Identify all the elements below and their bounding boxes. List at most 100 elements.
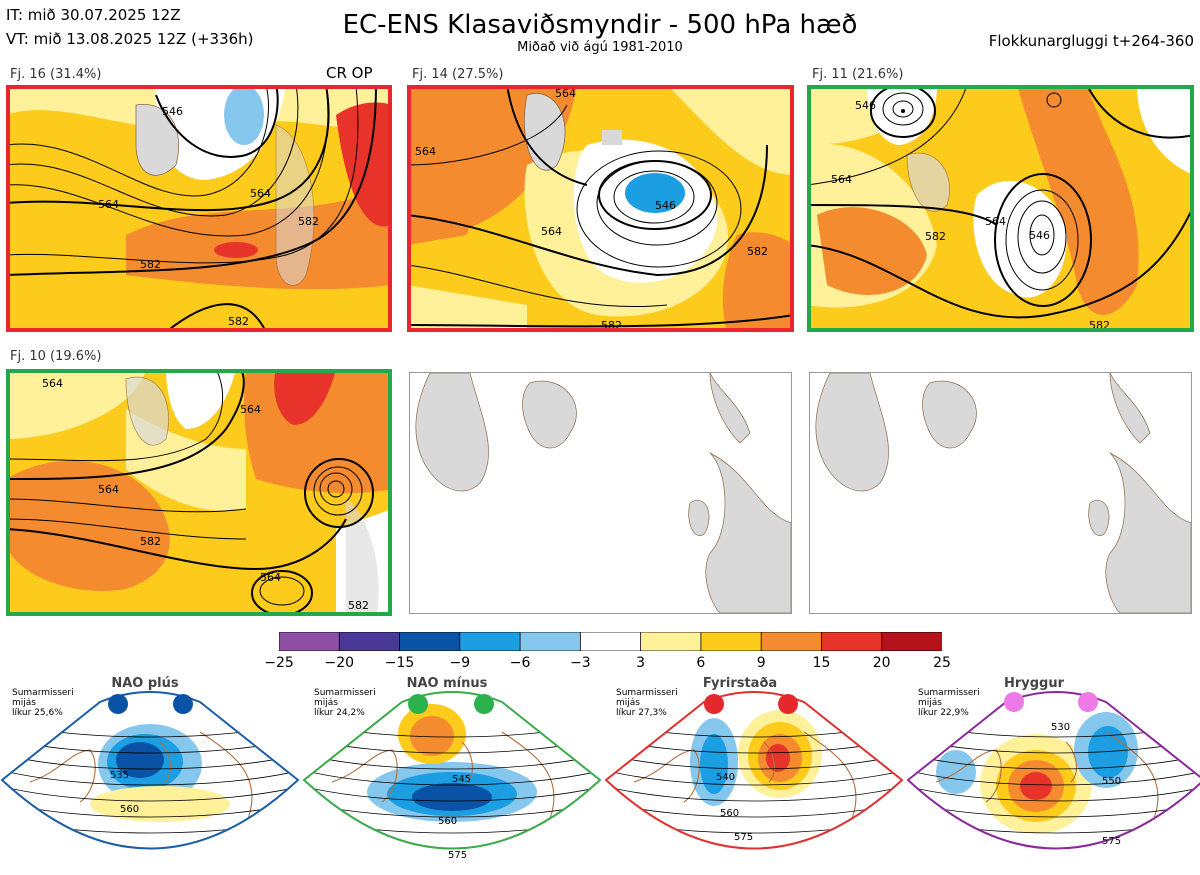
regime-contour-label: 560 — [120, 804, 139, 815]
regime-center-dot — [778, 694, 798, 714]
regime-panel: 545 560 575 NAO mínus Sumarmisseri mijás líkur… — [302, 672, 604, 871]
colorbar-tick-label: −6 — [509, 655, 531, 671]
colorbar-tick-label: 6 — [696, 655, 706, 671]
regime-note-line: líkur 25,6% — [12, 708, 63, 718]
contour-label: 564 — [985, 215, 1006, 228]
contour-label: 546 — [855, 99, 876, 112]
panel-2-label: Fj. 14 (27.5%) — [412, 67, 504, 82]
colorbar-svg — [278, 631, 943, 652]
page-subtitle: Miðað við ágú 1981-2010 — [517, 40, 683, 55]
regime-contour-label: 545 — [452, 774, 471, 785]
regime-contour-label: 540 — [716, 772, 735, 783]
regime-note-line: mijás — [12, 698, 36, 708]
contour-label: 564 — [415, 145, 436, 158]
cluster-panel-4-map: 564 564 582 564 564 582 — [6, 369, 392, 616]
regime-contour-label: 535 — [110, 770, 129, 781]
colorbar-swatch — [579, 631, 642, 652]
colorbar-swatch — [821, 631, 883, 652]
regime-note-line: líkur 27,3% — [616, 708, 667, 718]
contour-label: 564 — [831, 173, 852, 186]
regime-note-line: mijás — [918, 698, 942, 708]
panel-4-label: Fj. 10 (19.6%) — [10, 349, 102, 364]
regime-contour-label: 575 — [448, 850, 467, 861]
colorbar — [278, 631, 943, 652]
colorbar-swatch — [760, 631, 823, 652]
panel-3-label: Fj. 11 (21.6%) — [812, 67, 904, 82]
colorbar-tick-label: 3 — [636, 655, 646, 671]
colorbar-tick-label: −20 — [324, 655, 355, 671]
panel-frame — [6, 85, 392, 332]
colorbar-swatch — [278, 631, 341, 652]
regime-center-dot — [108, 694, 128, 714]
colorbar-ticks: −25 −20 −15 −9 −6 −3 3 6 9 15 20 25 — [264, 655, 951, 673]
regime-note-line: Sumarmisseri — [918, 688, 980, 698]
contour-label: 564 — [260, 571, 281, 584]
colorbar-swatch — [338, 631, 401, 652]
regime-note: Sumarmisseri mijás líkur 22,9% — [918, 688, 980, 718]
regime-center-dot — [474, 694, 494, 714]
contour-label: 546 — [162, 105, 183, 118]
cluster-panel-3-map: 564 564 546 582 546 582 — [807, 85, 1194, 332]
colorbar-swatch — [399, 631, 461, 652]
regime-note-line: mijás — [616, 698, 640, 708]
regime-map: 540 560 575 — [604, 691, 904, 850]
contour-label: 564 — [98, 483, 119, 496]
panel-1-extra-label: CR OP — [326, 64, 373, 82]
contour-label: 582 — [228, 315, 249, 328]
cluster-panel-1-map: 564 564 582 582 582 546 — [6, 85, 392, 332]
regime-title: Hryggur — [1003, 676, 1065, 691]
panel-frame — [807, 85, 1194, 332]
regime-contour-label: 575 — [1102, 836, 1121, 847]
colorbar-tick-label: −25 — [264, 655, 294, 671]
contour-label: 564 — [541, 225, 562, 238]
regime-frame — [0, 691, 300, 850]
valid-time-label: VT: mið 13.08.2025 12Z (+336h) — [6, 30, 254, 48]
initial-time-label: IT: mið 30.07.2025 12Z — [6, 6, 181, 24]
colorbar-swatch — [640, 631, 702, 652]
regime-map: 545 560 575 — [302, 691, 602, 861]
colorbar-tick-label: −3 — [570, 655, 591, 671]
contour-label: 582 — [140, 258, 161, 271]
regime-note-line: Sumarmisseri — [314, 688, 376, 698]
regime-center-dot — [173, 694, 193, 714]
colorbar-tick-label: −15 — [384, 655, 415, 671]
colorbar-tick-label: −9 — [449, 655, 471, 671]
contour-label: 582 — [298, 215, 319, 228]
colorbar-tick-label: 25 — [933, 655, 951, 671]
regime-title: NAO plús — [111, 676, 179, 691]
page-title: EC-ENS Klasaviðsmyndir - 500 hPa hæð — [342, 10, 858, 40]
cluster-panel-4: 564 564 582 564 564 582 — [6, 369, 392, 616]
contour-label: 582 — [140, 535, 161, 548]
classification-window-label: Flokkunargluggi t+264-360 — [988, 32, 1194, 50]
contour-label: 564 — [98, 198, 119, 211]
cluster-panel-6 — [809, 372, 1192, 614]
regime-frame — [906, 691, 1200, 850]
cluster-panel-1: 564 564 582 582 582 546 — [6, 85, 392, 332]
colorbar-tick-label: 15 — [812, 655, 831, 671]
regime-contour-label: 560 — [720, 808, 739, 819]
panel-frame — [6, 369, 392, 616]
regime-panel: 535 560 NAO plús Sumarmisseri mijás líkur 25,… — [0, 672, 302, 871]
regime-panel: 530 550 575 Hryggur Sumarmisseri mijás líkur 2… — [906, 672, 1200, 871]
regime-contour-label: 530 — [1051, 722, 1070, 733]
colorbar-swatch — [700, 631, 763, 652]
regime-map: 535 560 — [0, 691, 300, 850]
regime-note: Sumarmisseri mijás líkur 25,6% — [12, 688, 74, 718]
cluster-panel-5-map — [410, 373, 791, 613]
contour-label: 564 — [240, 403, 261, 416]
panel-frame — [407, 85, 794, 332]
colorbar-swatch — [881, 631, 943, 652]
regime-panel: 540 560 575 Fyrirstaða Sumarmisseri mijás líku… — [604, 672, 906, 871]
regime-note-line: mijás — [314, 698, 338, 708]
cluster-panel-2: 546 564 564 582 582 564 — [407, 85, 794, 332]
cluster-panel-3: 564 564 546 582 546 582 — [807, 85, 1194, 332]
contour-label: 546 — [1029, 229, 1050, 242]
regime-center-dot — [704, 694, 724, 714]
regime-frame — [604, 691, 904, 850]
colorbar-tick-label: 9 — [756, 655, 766, 671]
regime-center-dot — [1078, 692, 1098, 712]
regime-note-line: Sumarmisseri — [12, 688, 74, 698]
regime-note-line: Sumarmisseri — [616, 688, 678, 698]
regime-center-dot — [1004, 692, 1024, 712]
cluster-panel-6-map — [810, 373, 1191, 613]
